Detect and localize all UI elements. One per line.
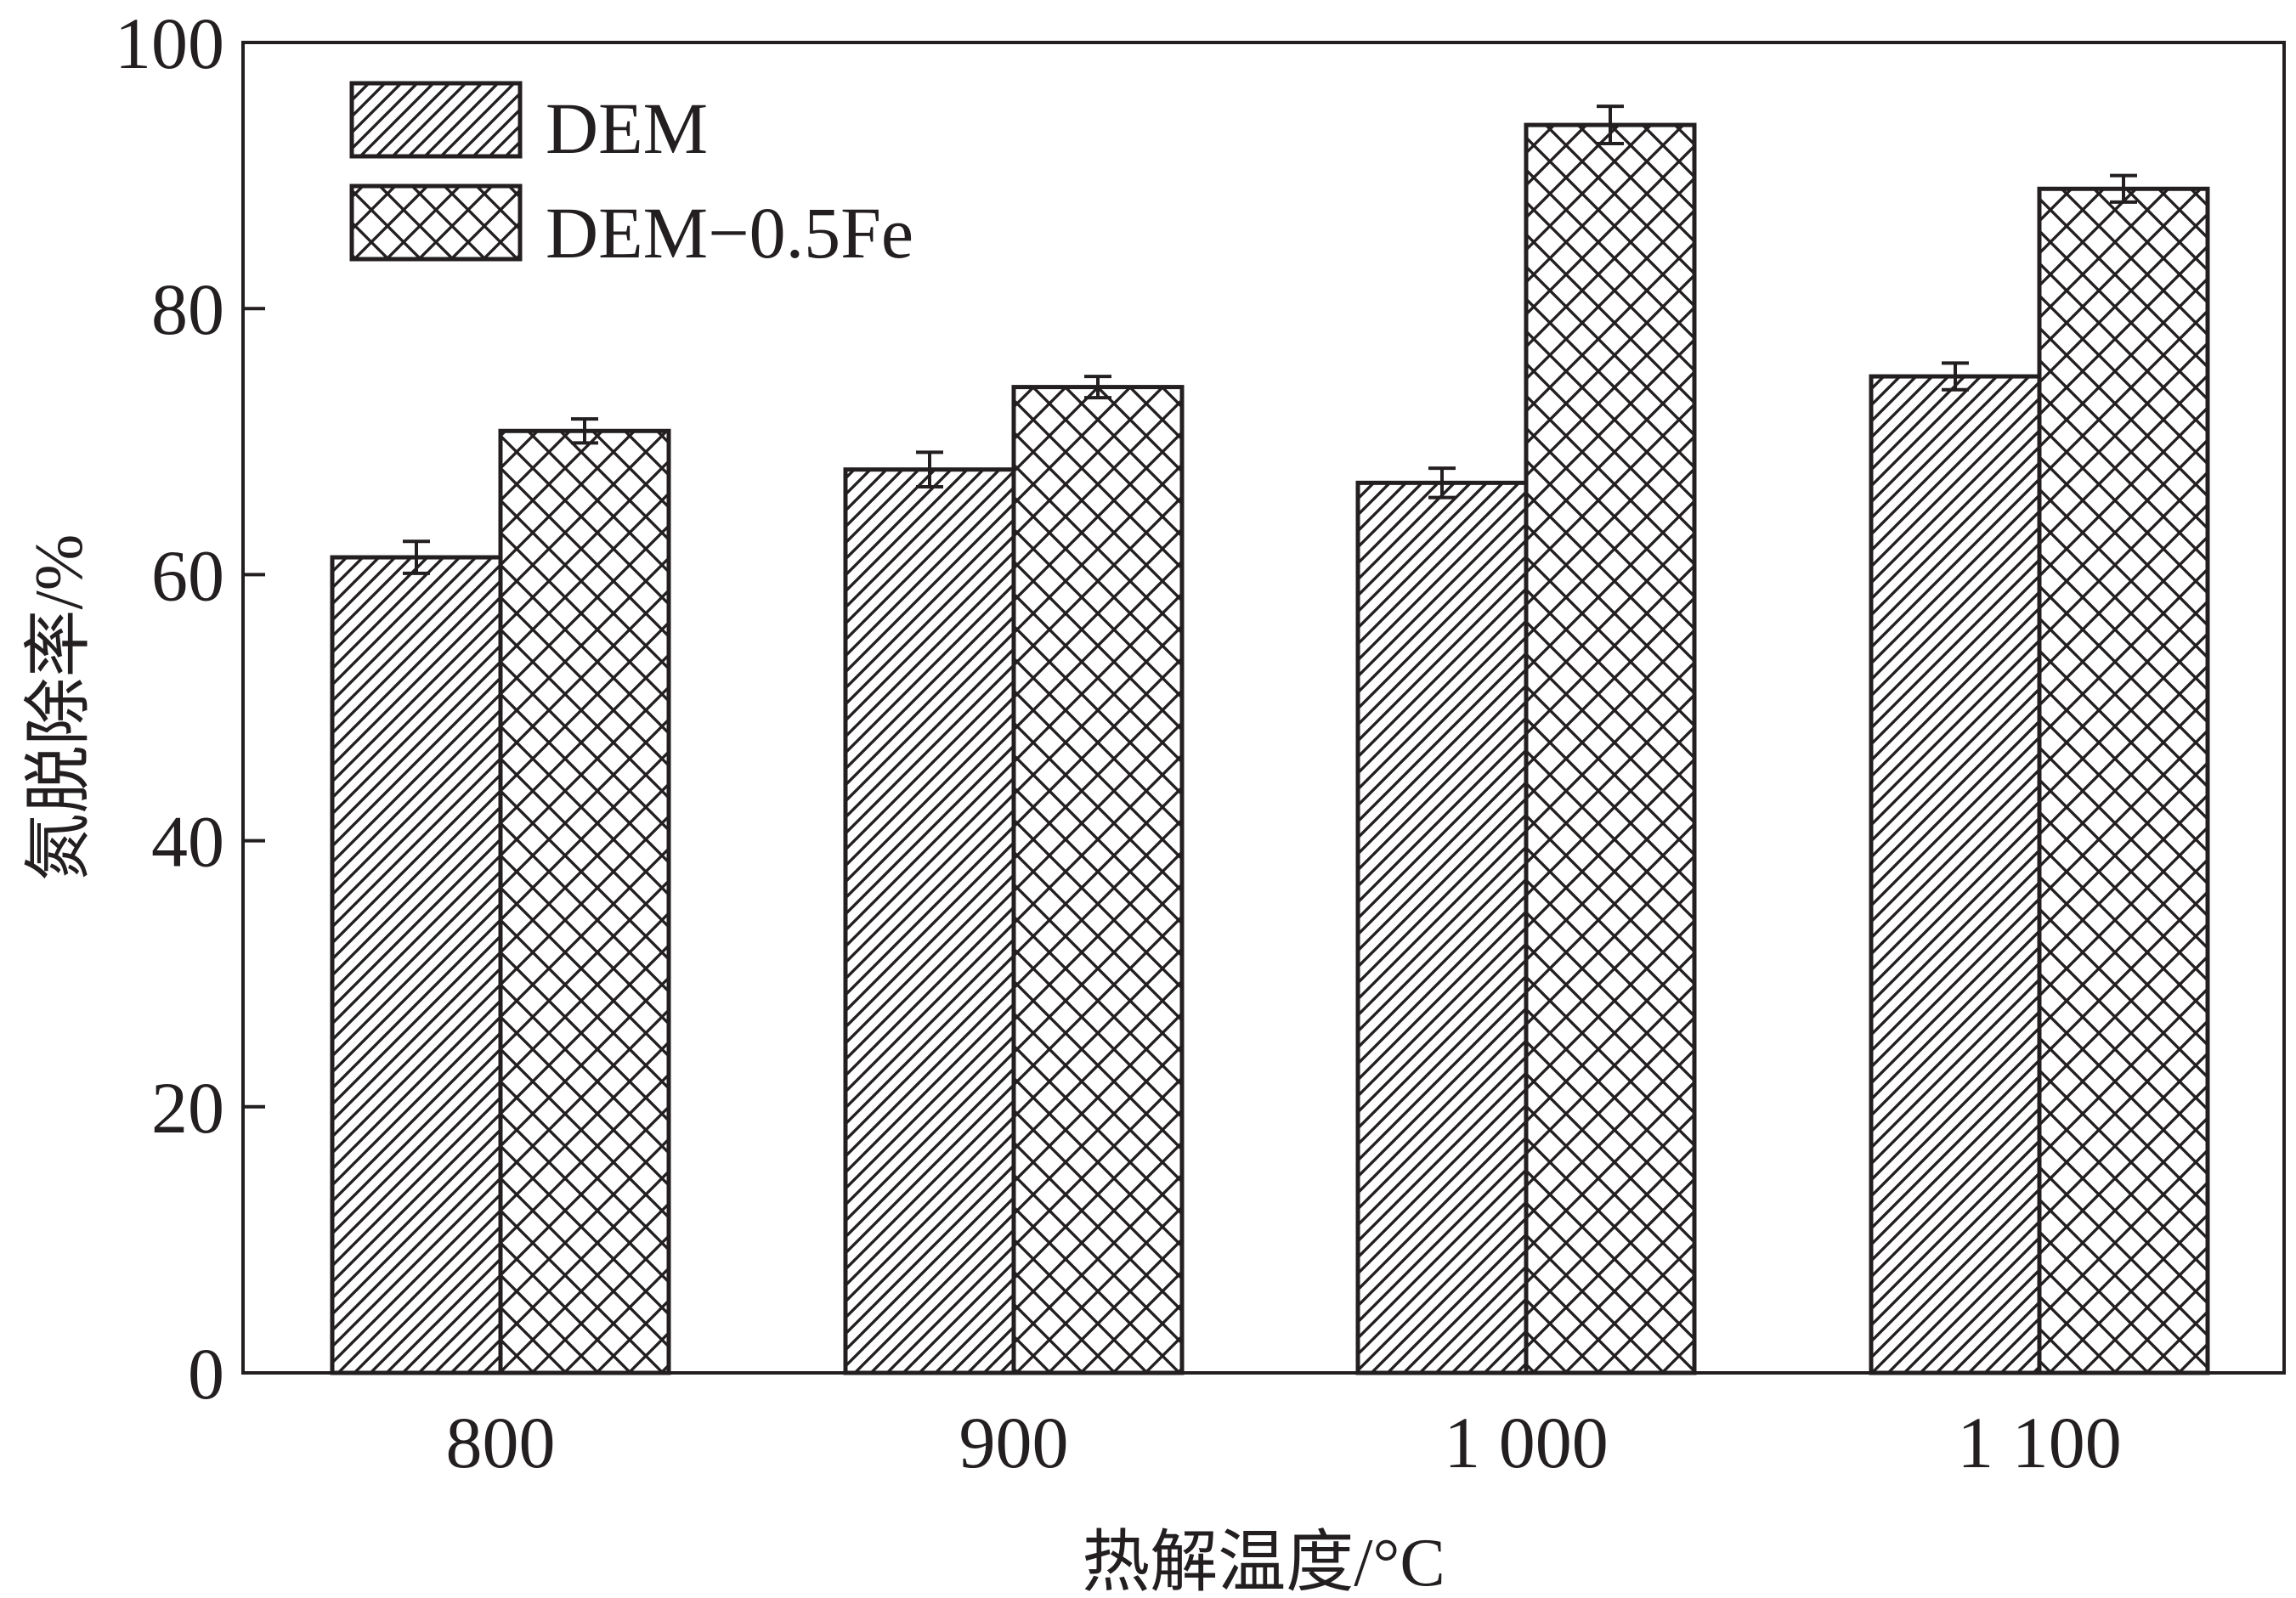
- y-tick-label-20: 20: [151, 1067, 224, 1149]
- error-bar-dem-900: [916, 450, 943, 489]
- error-bar-dem-1-000: [1428, 466, 1456, 500]
- x-tick-label-800: 800: [446, 1402, 556, 1483]
- error-bar-dem-1-100: [1942, 361, 1969, 392]
- bar-dem-900: [843, 467, 1016, 1375]
- bar-dem-0-5fe-900: [1011, 385, 1185, 1375]
- legend: DEM DEM−0.5Fe: [349, 81, 913, 274]
- y-tick-label-80: 80: [151, 268, 224, 350]
- x-tick-label-1-000: 1 000: [1444, 1402, 1609, 1483]
- bar-dem-0-5fe-800: [498, 428, 671, 1375]
- legend-label-dem: DEM: [546, 88, 708, 169]
- error-bar-dem-0-5fe-800: [571, 417, 598, 445]
- error-bar-dem-800: [403, 539, 430, 575]
- bar-dem-800: [330, 555, 503, 1375]
- error-bar-dem-0-5fe-1-000: [1597, 104, 1624, 146]
- bar-dem-1-000: [1355, 480, 1529, 1375]
- bar-dem-0-5fe-1-000: [1524, 122, 1697, 1375]
- y-axis-label: 氮脱除率/%: [22, 534, 97, 882]
- y-tick-label-100: 100: [115, 3, 224, 84]
- bar-dem-1-100: [1869, 374, 2042, 1375]
- legend-swatch-dem: [349, 81, 523, 159]
- x-tick-label-1-100: 1 100: [1957, 1402, 2122, 1483]
- legend-swatch-dem-0-5fe: [349, 184, 523, 262]
- plot-frame: [241, 41, 2286, 1375]
- y-tick-label-60: 60: [151, 534, 224, 616]
- x-axis-label: 热解温度/°C: [1082, 1526, 1445, 1598]
- y-tick-label-40: 40: [151, 801, 224, 883]
- error-bar-dem-0-5fe-900: [1084, 375, 1111, 400]
- x-axis-ticks: 800 900 1 000 1 100: [446, 1351, 2122, 1483]
- y-tick-label-0: 0: [188, 1333, 224, 1414]
- legend-label-dem-0-5fe: DEM−0.5Fe: [546, 192, 913, 274]
- bar-dem-0-5fe-1-100: [2037, 186, 2210, 1375]
- y-axis-ticks: 0 20 40 60 80 100: [115, 3, 265, 1414]
- bars-group: [330, 122, 2210, 1375]
- x-tick-label-900: 900: [959, 1402, 1069, 1483]
- error-bars-group: [403, 104, 2137, 575]
- error-bar-dem-0-5fe-1-100: [2110, 173, 2137, 204]
